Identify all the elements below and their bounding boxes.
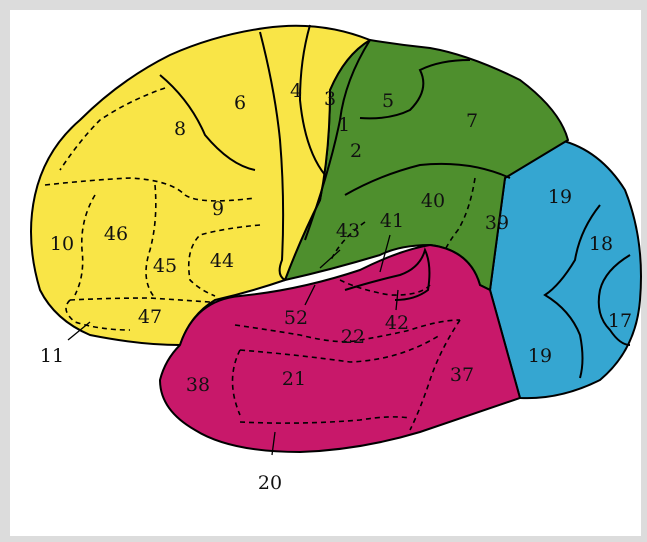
temporal-lobe-region bbox=[158, 243, 522, 454]
label-area-44: 44 bbox=[210, 250, 234, 272]
area20-boundary bbox=[239, 416, 411, 424]
area8-boundary bbox=[59, 87, 166, 171]
label-area-18: 18 bbox=[589, 233, 613, 255]
frontal-sulcus-line bbox=[159, 74, 256, 171]
central-sulcus-line bbox=[259, 31, 286, 281]
area20-leader bbox=[271, 431, 276, 456]
label-area-11: 11 bbox=[40, 345, 64, 367]
label-area-46: 46 bbox=[104, 223, 128, 245]
area11-leader bbox=[67, 321, 91, 341]
area22-boundary bbox=[234, 319, 461, 343]
area47-boundary bbox=[69, 297, 211, 303]
label-area-40: 40 bbox=[421, 190, 445, 212]
label-area-10: 10 bbox=[50, 233, 74, 255]
label-area-20: 20 bbox=[258, 472, 282, 494]
label-area-47: 47 bbox=[138, 306, 162, 328]
label-area-45: 45 bbox=[153, 255, 177, 277]
label-area-2: 2 bbox=[350, 140, 362, 162]
area41-leader bbox=[379, 234, 391, 273]
area44-boundary bbox=[187, 224, 261, 297]
area52-boundary bbox=[339, 279, 431, 296]
area11-boundary bbox=[65, 299, 131, 331]
area9-boundary bbox=[44, 177, 256, 202]
label-area-7: 7 bbox=[466, 110, 478, 132]
label-area-37: 37 bbox=[450, 364, 474, 386]
area46-boundary bbox=[74, 194, 96, 296]
label-area-8: 8 bbox=[174, 118, 186, 140]
label-area-21: 21 bbox=[282, 368, 306, 390]
area41-loop bbox=[344, 247, 431, 301]
area37-boundary bbox=[409, 319, 461, 431]
occipital-lobe-region bbox=[488, 138, 642, 400]
label-area-52: 52 bbox=[284, 307, 308, 329]
label-area-3: 3 bbox=[324, 88, 336, 110]
label-area-17: 17 bbox=[608, 310, 632, 332]
label-area-19-lower: 19 bbox=[528, 345, 552, 367]
area43-leader bbox=[319, 249, 341, 269]
occipital-inner-line bbox=[543, 204, 601, 379]
label-area-9: 9 bbox=[212, 198, 224, 220]
area52-leader bbox=[304, 284, 316, 306]
label-area-1: 1 bbox=[338, 114, 350, 136]
area5-boundary-line bbox=[359, 59, 471, 120]
area21-boundary bbox=[239, 334, 441, 363]
area39-40-boundary bbox=[444, 177, 476, 251]
label-area-38: 38 bbox=[186, 374, 210, 396]
label-area-42: 42 bbox=[385, 312, 409, 334]
area42-leader bbox=[395, 289, 399, 311]
label-area-39: 39 bbox=[485, 212, 509, 234]
area43-boundary bbox=[329, 221, 366, 263]
area45-boundary bbox=[145, 184, 157, 299]
label-area-43: 43 bbox=[336, 220, 360, 242]
label-area-6: 6 bbox=[234, 92, 246, 114]
label-area-22: 22 bbox=[341, 326, 365, 348]
occipital-area18-line bbox=[597, 254, 631, 346]
label-area-41: 41 bbox=[380, 210, 404, 232]
label-area-5: 5 bbox=[382, 90, 394, 112]
postcentral-line bbox=[304, 39, 371, 241]
precentral-line bbox=[298, 24, 326, 176]
frontal-lobe-region bbox=[30, 24, 373, 347]
intraparietal-sulcus-line bbox=[344, 162, 511, 196]
label-area-4: 4 bbox=[290, 80, 302, 102]
label-area-19-upper: 19 bbox=[548, 186, 572, 208]
